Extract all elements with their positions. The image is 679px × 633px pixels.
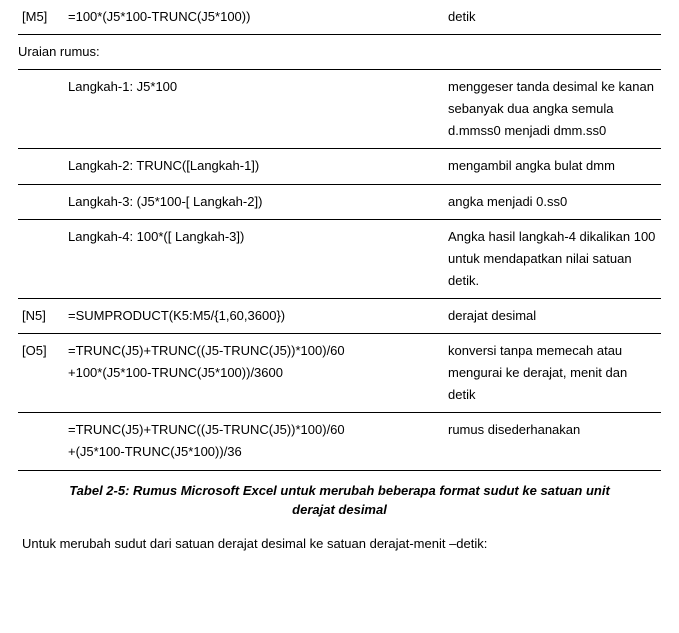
formula-line: =TRUNC(J5)+TRUNC((J5-TRUNC(J5))*100)/60 xyxy=(68,340,440,362)
cell-empty xyxy=(18,149,64,184)
cell-label: [O5] xyxy=(18,334,64,413)
cell-formula: =TRUNC(J5)+TRUNC((J5-TRUNC(J5))*100)/60 … xyxy=(64,334,444,413)
table-row: Langkah-4: 100*([ Langkah-3]) Angka hasi… xyxy=(18,219,661,298)
cell-desc: mengambil angka bulat dmm xyxy=(444,149,661,184)
cell-empty xyxy=(18,219,64,298)
body-text: Untuk merubah sudut dari satuan derajat … xyxy=(18,534,661,553)
cell-empty xyxy=(18,413,64,470)
cell-formula: =SUMPRODUCT(K5:M5/{1,60,3600}) xyxy=(64,298,444,333)
cell-empty xyxy=(18,70,64,149)
cell-formula: Langkah-3: (J5*100-[ Langkah-2]) xyxy=(64,184,444,219)
table-row: Langkah-2: TRUNC([Langkah-1]) mengambil … xyxy=(18,149,661,184)
table-row: [O5] =TRUNC(J5)+TRUNC((J5-TRUNC(J5))*100… xyxy=(18,334,661,413)
cell-formula: =TRUNC(J5)+TRUNC((J5-TRUNC(J5))*100)/60 … xyxy=(64,413,444,470)
cell-formula: Langkah-2: TRUNC([Langkah-1]) xyxy=(64,149,444,184)
formula-table: [M5] =100*(J5*100-TRUNC(J5*100)) detik U… xyxy=(18,0,661,471)
cell-desc: derajat desimal xyxy=(444,298,661,333)
table-row: [M5] =100*(J5*100-TRUNC(J5*100)) detik xyxy=(18,0,661,35)
cell-label: [M5] xyxy=(18,0,64,35)
cell-empty xyxy=(18,184,64,219)
table-row: Langkah-3: (J5*100-[ Langkah-2]) angka m… xyxy=(18,184,661,219)
table-caption: Tabel 2-5: Rumus Microsoft Excel untuk m… xyxy=(18,471,661,534)
cell-desc: Angka hasil langkah-4 dikalikan 100 untu… xyxy=(444,219,661,298)
section-row: Uraian rumus: xyxy=(18,35,661,70)
cell-desc: detik xyxy=(444,0,661,35)
cell-desc: rumus disederhanakan xyxy=(444,413,661,470)
table-row: Langkah-1: J5*100 menggeser tanda desima… xyxy=(18,70,661,149)
cell-formula: =100*(J5*100-TRUNC(J5*100)) xyxy=(64,0,444,35)
formula-line: =TRUNC(J5)+TRUNC((J5-TRUNC(J5))*100)/60 xyxy=(68,419,440,441)
cell-desc: menggeser tanda desimal ke kanan sebanya… xyxy=(444,70,661,149)
formula-line: +(J5*100-TRUNC(J5*100))/36 xyxy=(68,441,440,463)
cell-formula: Langkah-4: 100*([ Langkah-3]) xyxy=(64,219,444,298)
table-row: =TRUNC(J5)+TRUNC((J5-TRUNC(J5))*100)/60 … xyxy=(18,413,661,470)
formula-line: +100*(J5*100-TRUNC(J5*100))/3600 xyxy=(68,362,440,384)
section-title: Uraian rumus: xyxy=(18,35,661,70)
cell-desc: angka menjadi 0.ss0 xyxy=(444,184,661,219)
cell-label: [N5] xyxy=(18,298,64,333)
cell-desc: konversi tanpa memecah atau mengurai ke … xyxy=(444,334,661,413)
cell-formula: Langkah-1: J5*100 xyxy=(64,70,444,149)
table-row: [N5] =SUMPRODUCT(K5:M5/{1,60,3600}) dera… xyxy=(18,298,661,333)
